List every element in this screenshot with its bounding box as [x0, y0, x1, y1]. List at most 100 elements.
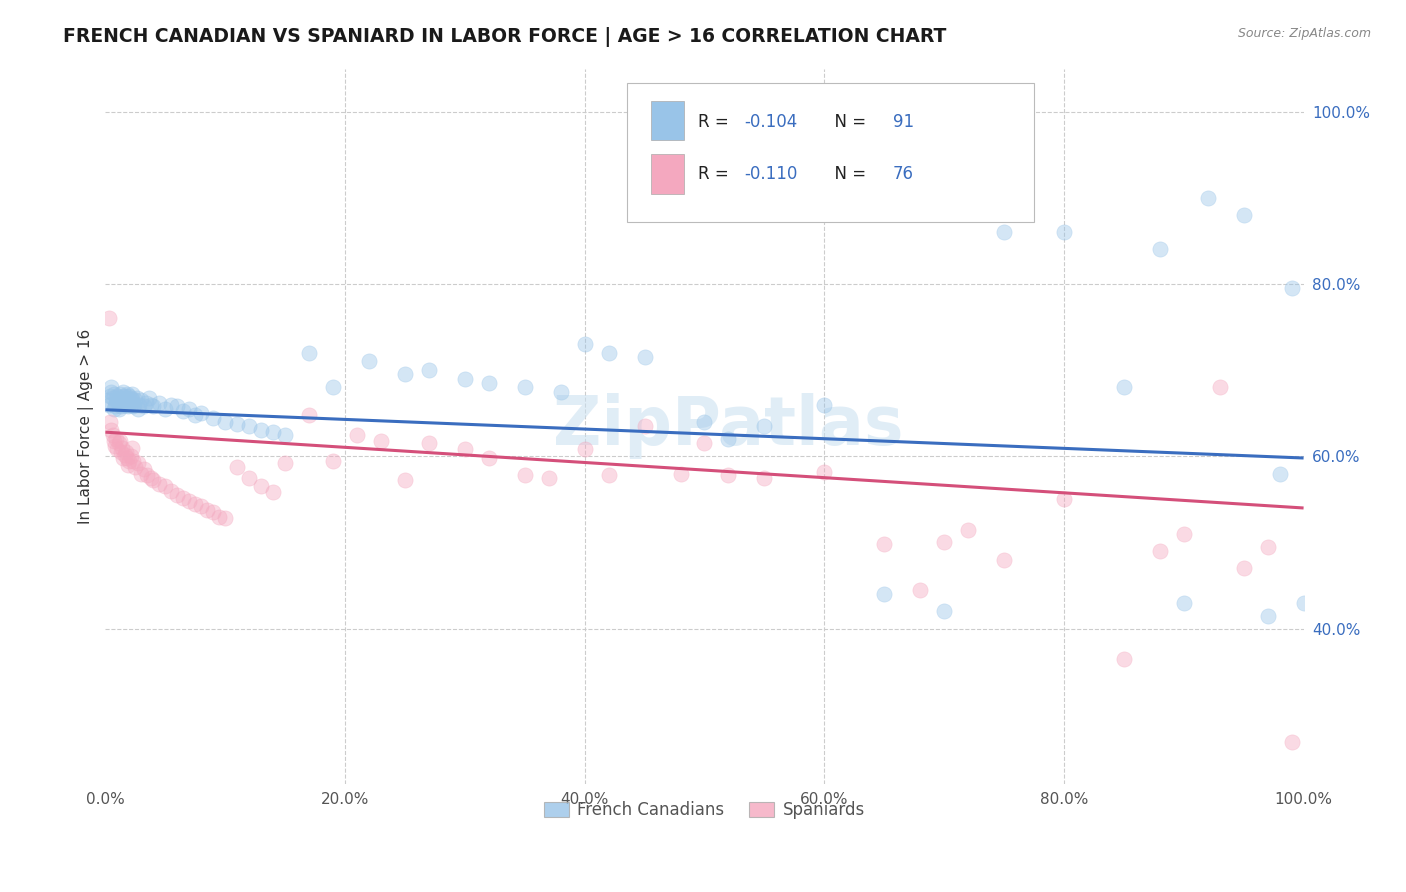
- Point: [813, 398, 835, 412]
- Point: [100, 384, 122, 399]
- Point: [346, 427, 368, 442]
- Point: [131, 393, 153, 408]
- Point: [104, 400, 127, 414]
- Point: [813, 465, 835, 479]
- Point: [633, 419, 655, 434]
- Point: [131, 467, 153, 481]
- Point: [112, 450, 135, 465]
- Point: [873, 587, 896, 601]
- Point: [117, 400, 139, 414]
- Point: [105, 432, 128, 446]
- Point: [1281, 735, 1303, 749]
- Point: [993, 552, 1015, 566]
- Point: [98, 398, 121, 412]
- Point: [124, 459, 146, 474]
- Point: [121, 393, 143, 408]
- Point: [105, 389, 128, 403]
- Point: [122, 453, 145, 467]
- Point: [454, 372, 477, 386]
- Point: [754, 471, 776, 485]
- Point: [148, 476, 170, 491]
- Point: [184, 497, 207, 511]
- Point: [114, 389, 136, 403]
- Point: [112, 384, 135, 399]
- Point: [717, 468, 740, 483]
- Point: [208, 509, 231, 524]
- Point: [105, 396, 128, 410]
- Point: [132, 400, 155, 414]
- Point: [1197, 191, 1219, 205]
- Point: [100, 380, 122, 394]
- Point: [1112, 380, 1135, 394]
- Point: [108, 391, 131, 405]
- Point: [1208, 380, 1230, 394]
- Point: [717, 432, 740, 446]
- Point: [101, 391, 124, 405]
- Point: [114, 391, 136, 405]
- Point: [693, 415, 716, 429]
- Point: [226, 417, 249, 431]
- Point: [513, 468, 536, 483]
- Point: [394, 368, 416, 382]
- Point: [1149, 243, 1171, 257]
- Point: [574, 337, 596, 351]
- Point: [190, 500, 212, 514]
- Text: N =: N =: [824, 165, 872, 184]
- Point: [179, 494, 201, 508]
- Point: [513, 380, 536, 394]
- Point: [1112, 652, 1135, 666]
- Point: [110, 445, 132, 459]
- Point: [1233, 561, 1256, 575]
- Point: [1173, 596, 1195, 610]
- Point: [1053, 492, 1076, 507]
- Point: [418, 436, 440, 450]
- Point: [117, 458, 139, 472]
- Point: [1281, 281, 1303, 295]
- Point: [155, 479, 177, 493]
- Point: [322, 453, 344, 467]
- Point: [1053, 225, 1076, 239]
- Point: [103, 401, 125, 416]
- Text: N =: N =: [824, 113, 872, 131]
- Point: [754, 419, 776, 434]
- Point: [110, 400, 132, 414]
- Point: [202, 410, 225, 425]
- Point: [104, 439, 127, 453]
- Point: [110, 393, 132, 408]
- Bar: [651, 101, 685, 140]
- Point: [537, 471, 560, 485]
- Point: [124, 393, 146, 408]
- Point: [114, 445, 136, 459]
- Point: [103, 387, 125, 401]
- Bar: [651, 154, 685, 194]
- Point: [932, 604, 955, 618]
- Point: [98, 415, 121, 429]
- Point: [1257, 540, 1279, 554]
- Point: [155, 401, 177, 416]
- Point: [122, 400, 145, 414]
- Point: [139, 471, 162, 485]
- Point: [454, 442, 477, 457]
- Point: [114, 448, 136, 462]
- Point: [214, 511, 236, 525]
- Point: [97, 393, 120, 408]
- Point: [114, 393, 136, 408]
- Point: [274, 427, 297, 442]
- Point: [957, 523, 980, 537]
- Point: [1173, 526, 1195, 541]
- Point: [115, 387, 138, 401]
- Text: R =: R =: [699, 113, 734, 131]
- Point: [298, 346, 321, 360]
- Point: [142, 474, 165, 488]
- Point: [114, 398, 136, 412]
- Point: [128, 398, 150, 412]
- Point: [262, 425, 284, 439]
- Point: [111, 398, 134, 412]
- Point: [111, 441, 134, 455]
- Point: [195, 502, 218, 516]
- Point: [214, 415, 236, 429]
- Point: [957, 199, 980, 213]
- Point: [202, 505, 225, 519]
- Point: [993, 225, 1015, 239]
- Point: [121, 441, 143, 455]
